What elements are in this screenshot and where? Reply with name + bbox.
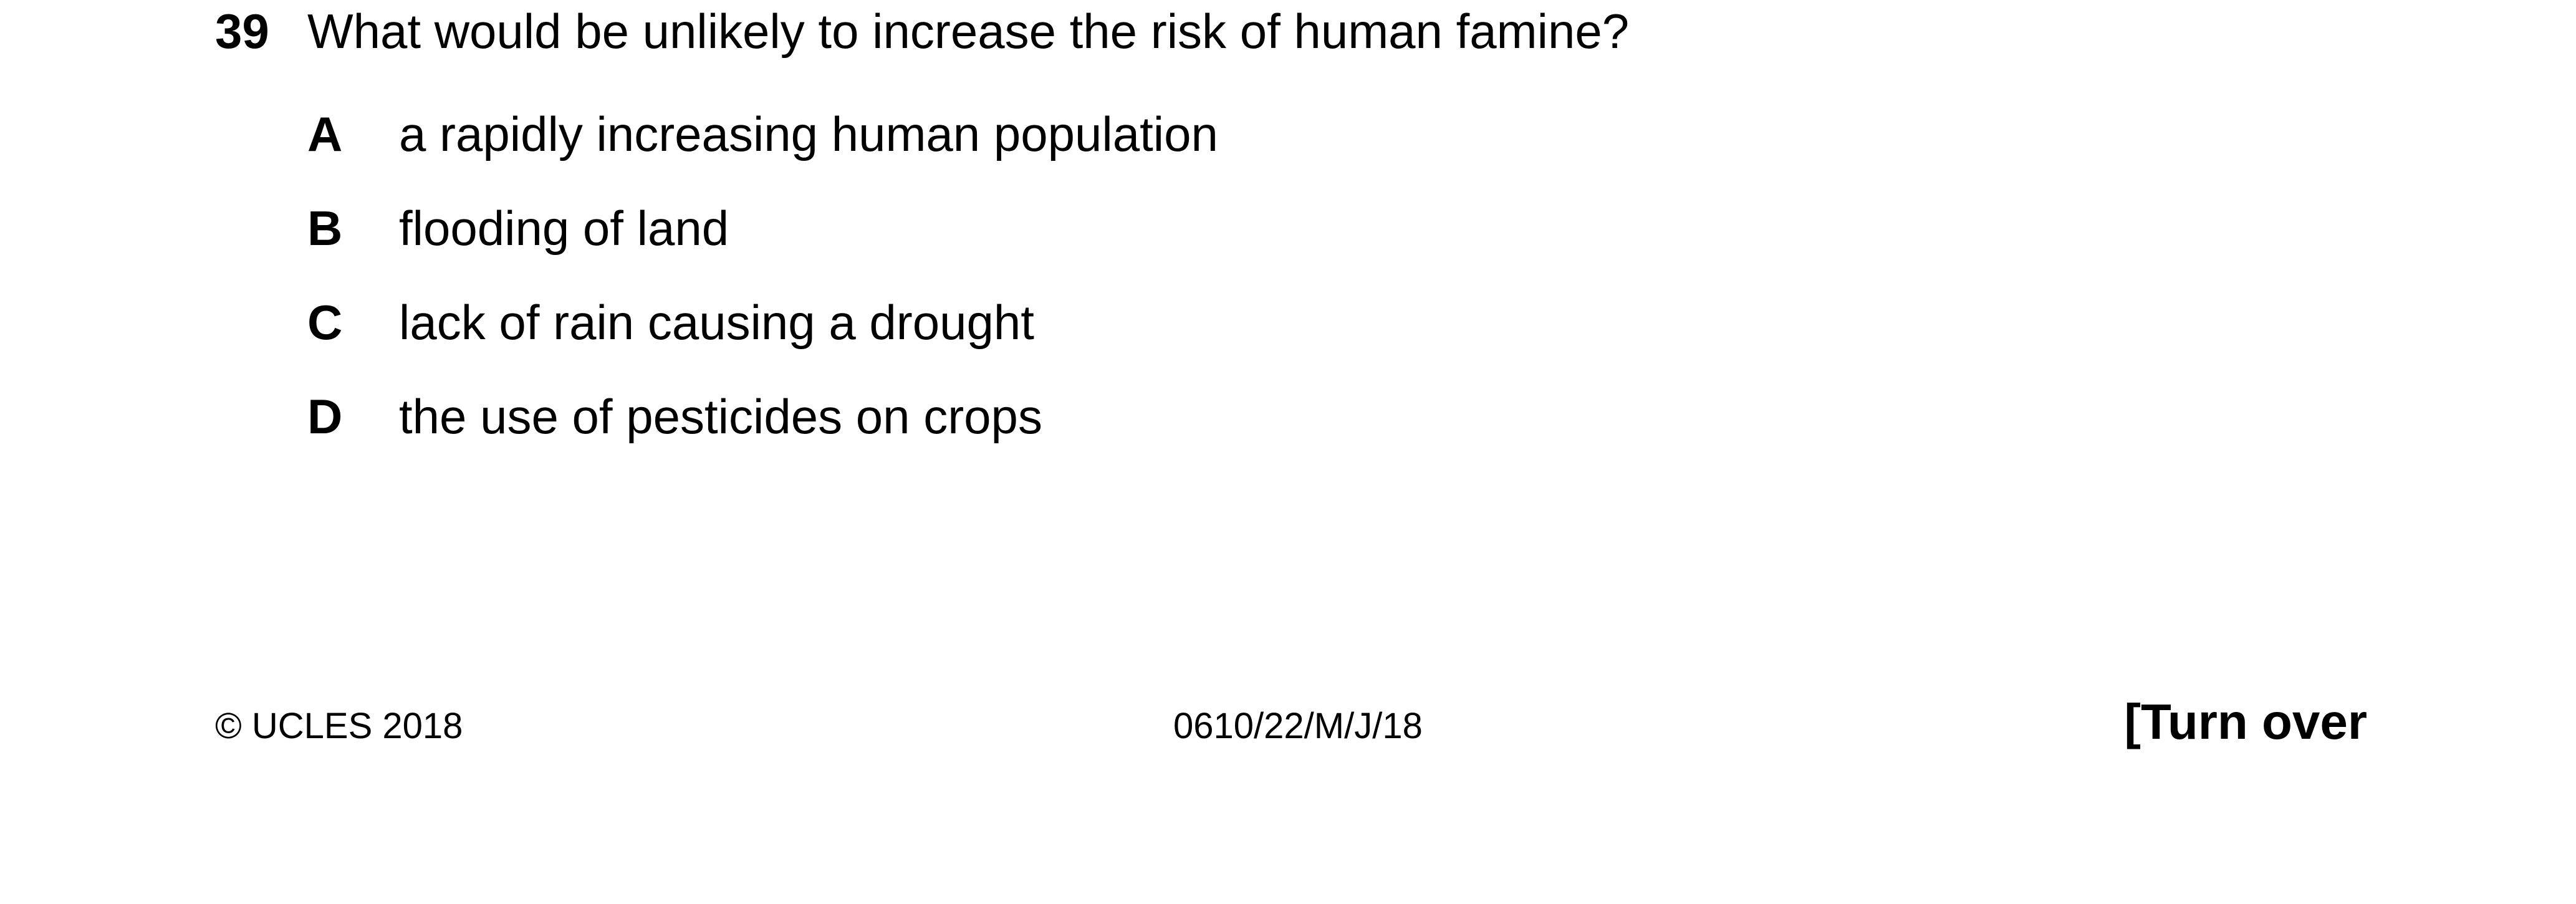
question-text: What would be unlikely to increase the r… — [307, 4, 1630, 59]
footer-paper-code: 0610/22/M/J/18 — [1173, 706, 1423, 746]
option-text: a rapidly increasing human population — [399, 107, 1218, 161]
option-letter: C — [307, 295, 343, 350]
option-letter: B — [307, 201, 343, 256]
option-text: flooding of land — [399, 201, 729, 256]
question-number: 39 — [215, 4, 269, 59]
option-text: the use of pesticides on crops — [399, 389, 1042, 444]
footer-copyright: © UCLES 2018 — [215, 706, 463, 746]
option-text: lack of rain causing a drought — [399, 295, 1034, 350]
footer-turn-over: [Turn over — [2124, 694, 2367, 749]
option-letter: D — [307, 389, 343, 444]
option-letter: A — [307, 107, 343, 161]
